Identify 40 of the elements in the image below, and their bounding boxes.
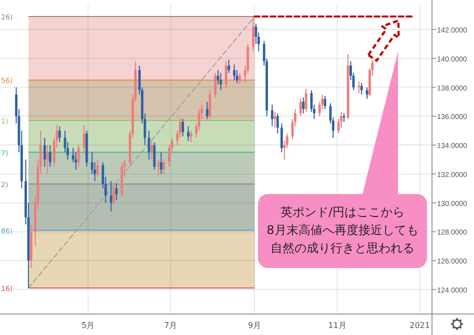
- candlestick: [46, 144, 49, 174]
- candlestick: [157, 159, 160, 176]
- candlestick: [274, 111, 276, 128]
- candlestick: [190, 130, 192, 143]
- candlestick: [112, 184, 115, 206]
- candlestick: [238, 72, 241, 85]
- x-tick-label: 9月: [248, 321, 262, 330]
- candlestick: [214, 72, 217, 98]
- candlestick: [48, 144, 52, 168]
- annotation: 自然の成り行きと思われる: [270, 241, 414, 255]
- x-tick-label: 2021: [410, 321, 430, 330]
- candlestick: [304, 88, 308, 112]
- x-tick-label: 11月: [328, 321, 346, 330]
- candlestick: [160, 152, 162, 174]
- candlestick: [74, 152, 78, 170]
- annotation: 8月末高値へ再度接近しても: [266, 223, 418, 237]
- candlestick: [252, 16, 254, 52]
- x-tick-label: 7月: [164, 321, 178, 330]
- candlestick: [208, 90, 212, 120]
- candlestick: [271, 104, 274, 127]
- candlestick: [302, 96, 305, 114]
- candlestick: [187, 126, 190, 142]
- candlestick: [224, 60, 228, 88]
- candlestick: [220, 72, 222, 91]
- candlestick: [58, 126, 61, 143]
- candlestick: [162, 159, 166, 174]
- candlestick: [299, 98, 302, 117]
- candlestick: [358, 81, 360, 94]
- candlestick: [276, 112, 279, 134]
- candlestick: [150, 140, 153, 160]
- x-tick-label: 5月: [81, 321, 95, 330]
- candlestick: [43, 137, 46, 168]
- candlestick: [233, 64, 236, 81]
- annotation: 英ポンド/円はここから: [280, 205, 405, 219]
- candlestick: [182, 118, 184, 137]
- candlestick: [280, 122, 283, 153]
- candlestick: [153, 142, 156, 170]
- candlestick: [360, 82, 363, 96]
- candlestick: [228, 59, 230, 74]
- candlestick: [206, 101, 208, 120]
